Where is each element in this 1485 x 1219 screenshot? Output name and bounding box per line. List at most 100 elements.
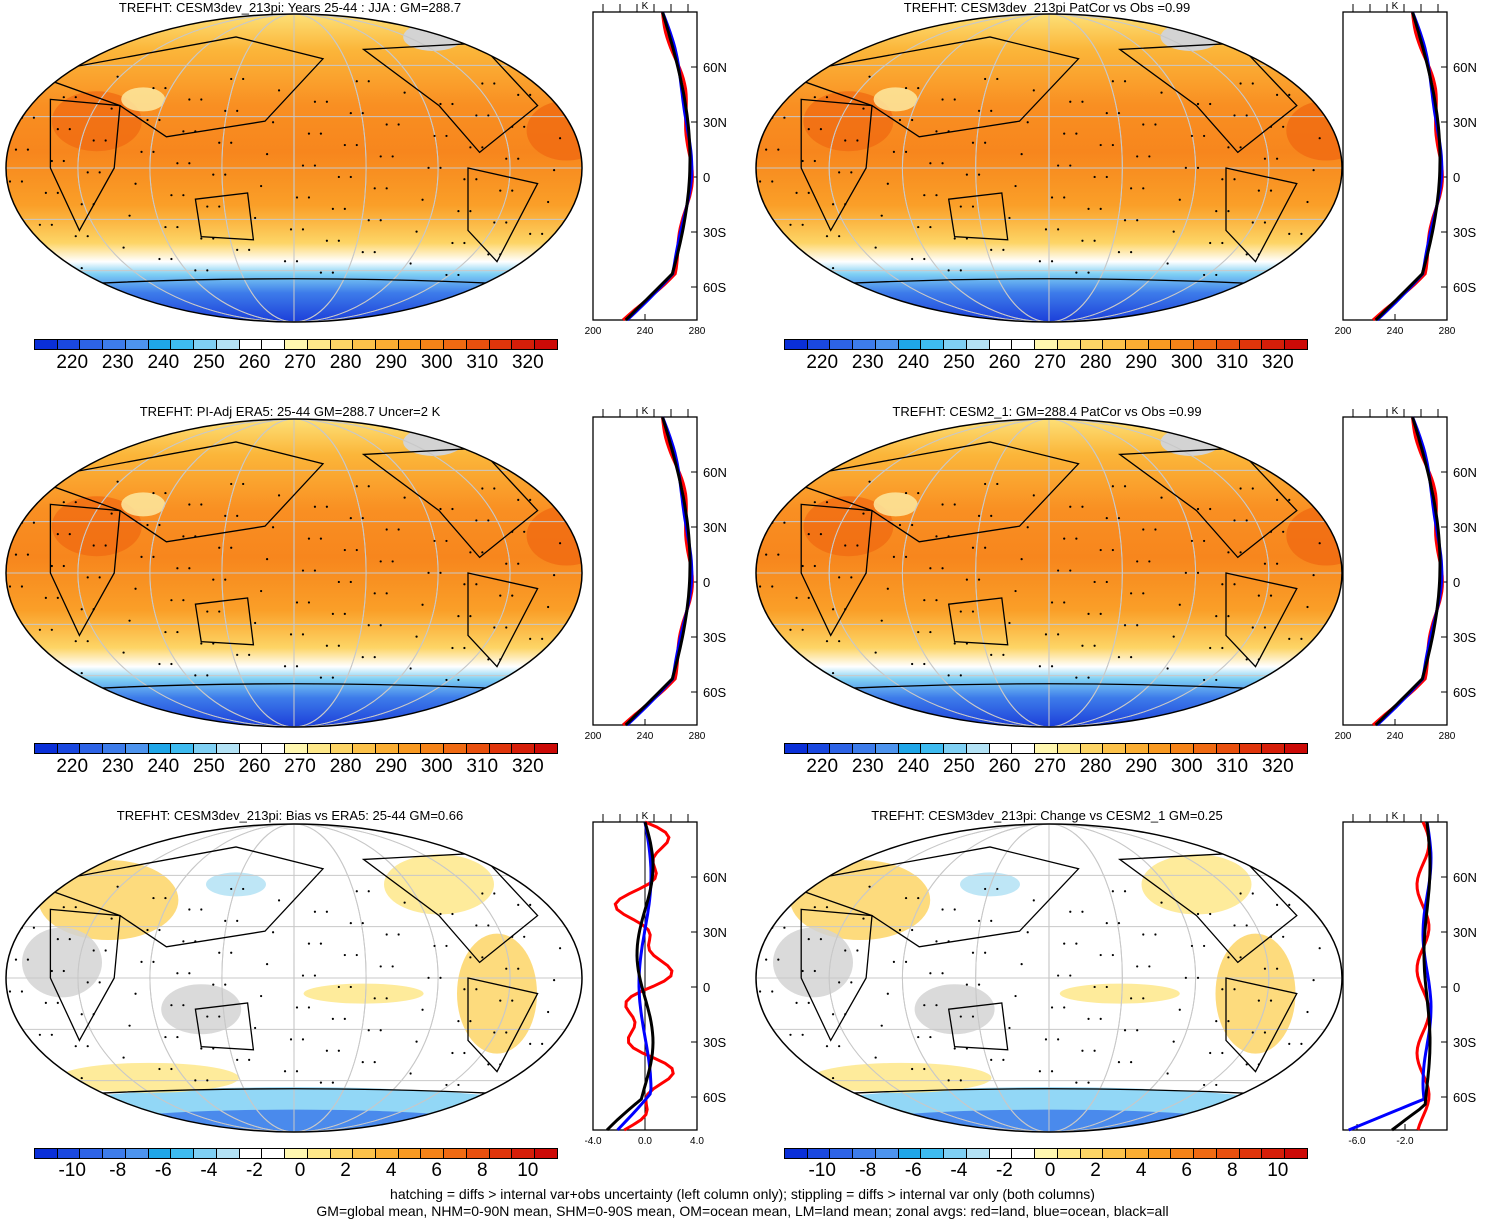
map-patcor-abs [754, 12, 1344, 324]
zonal-x-tick-label: 0.0 [638, 1136, 652, 1147]
colorbar-swatch [853, 744, 876, 753]
colorbar-swatch [944, 744, 967, 753]
colorbar-swatch [240, 340, 263, 349]
colorbar-swatch [126, 1149, 149, 1158]
colorbar-4 [784, 743, 1308, 754]
colorbar-1 [34, 339, 558, 350]
colorbar-5 [34, 1148, 558, 1159]
colorbar-swatch [967, 744, 990, 753]
colorbar-tick-label: 290 [1125, 756, 1157, 778]
colorbar-swatch [1035, 744, 1058, 753]
colorbar-swatch [1149, 340, 1172, 349]
colorbar-tick-label: 270 [284, 756, 316, 778]
colorbar-swatch [1194, 744, 1217, 753]
zonal-x-tick-label: 280 [1439, 326, 1456, 337]
zonal-x-tick-label: 200 [585, 731, 602, 742]
colorbar-swatch [353, 340, 376, 349]
colorbar-swatch [1081, 744, 1104, 753]
zonal-lat-label: 60N [1453, 870, 1477, 885]
colorbar-swatch [1058, 340, 1081, 349]
colorbar-tick-label: 220 [56, 756, 88, 778]
colorbar-tick-label: 310 [1216, 352, 1248, 374]
zonal-lat-label: 60S [703, 280, 726, 295]
map-model-abs [4, 12, 584, 324]
zonal-x-tick-label: 200 [1335, 731, 1352, 742]
zonal-lat-label: 60S [1453, 685, 1476, 700]
zonal-unit-label: K [642, 1, 649, 12]
colorbar-swatch [1103, 340, 1126, 349]
zonal-curve [1376, 417, 1440, 725]
colorbar-tick-label: 6 [431, 1160, 442, 1182]
colorbar-swatch [126, 340, 149, 349]
zonal-unit-label: K [642, 406, 649, 417]
colorbar-swatch [1171, 1149, 1194, 1158]
colorbar-swatch [1149, 744, 1172, 753]
colorbar-swatch [921, 340, 944, 349]
colorbar-tick-label: 8 [1227, 1160, 1238, 1182]
colorbar-tick-label: -4 [950, 1160, 967, 1182]
colorbar-swatch [512, 340, 535, 349]
colorbar-tick-label: 250 [193, 352, 225, 374]
zonal-x-tick-label: -4.0 [585, 1136, 602, 1147]
colorbar-6 [784, 1148, 1308, 1159]
colorbar-swatch [126, 744, 149, 753]
zonal-unit-label: K [1392, 811, 1399, 822]
colorbar-tick-label: 300 [1171, 352, 1203, 374]
colorbar-tick-label: 310 [1216, 756, 1248, 778]
colorbar-swatch [1262, 1149, 1285, 1158]
colorbar-swatch [1081, 340, 1104, 349]
colorbar-tick-label: 2 [340, 1160, 351, 1182]
colorbar-tick-label: 300 [1171, 756, 1203, 778]
colorbar-swatch [490, 744, 513, 753]
zonal-x-tick-label: 4.0 [690, 1136, 704, 1147]
colorbar-swatch [376, 1149, 399, 1158]
colorbar-swatch [1103, 744, 1126, 753]
colorbar-swatch [1217, 1149, 1240, 1158]
colorbar-swatch [399, 1149, 422, 1158]
colorbar-swatch [899, 1149, 922, 1158]
colorbar-swatch [149, 1149, 172, 1158]
colorbar-swatch [1240, 744, 1263, 753]
zonal-lat-label: 60N [703, 60, 727, 75]
colorbar-swatch [512, 744, 535, 753]
colorbar-swatch [830, 1149, 853, 1158]
colorbar-swatch [262, 340, 285, 349]
colorbar-tick-label: 2 [1090, 1160, 1101, 1182]
colorbar-swatch [1126, 1149, 1149, 1158]
colorbar-tick-label: 260 [239, 352, 271, 374]
zonal-lat-label: 60S [703, 1090, 726, 1105]
colorbar-swatch [967, 340, 990, 349]
colorbar-swatch [171, 744, 194, 753]
zonal-unit-label: K [642, 811, 649, 822]
colorbar-swatch [217, 744, 240, 753]
zonal-curve [626, 12, 690, 320]
colorbar-tick-label: 0 [1045, 1160, 1056, 1182]
zonal-x-tick-label: -2.0 [1396, 1136, 1414, 1147]
colorbar-swatch [1081, 1149, 1104, 1158]
colorbar-swatch [376, 744, 399, 753]
colorbar-swatch [331, 340, 354, 349]
colorbar-swatch [1171, 340, 1194, 349]
colorbar-swatch [1012, 1149, 1035, 1158]
colorbar-swatch [1171, 744, 1194, 753]
colorbar-swatch [80, 744, 103, 753]
colorbar-tick-label: 310 [466, 756, 498, 778]
colorbar-tick-label: 6 [1181, 1160, 1192, 1182]
colorbar-swatch [944, 340, 967, 349]
zonal-x-tick-label: 200 [1335, 326, 1352, 337]
zonal-lat-label: 30N [1453, 115, 1477, 130]
zonal-lat-label: 0 [703, 575, 710, 590]
zonal-lat-label: 30N [1453, 925, 1477, 940]
colorbar-swatch [990, 744, 1013, 753]
colorbar-tick-label: 220 [806, 756, 838, 778]
colorbar-tick-label: 240 [897, 352, 929, 374]
colorbar-tick-label: -4 [200, 1160, 217, 1182]
colorbar-swatch [535, 1149, 557, 1158]
colorbar-2 [784, 339, 1308, 350]
colorbar-swatch [876, 340, 899, 349]
colorbar-swatch [785, 744, 808, 753]
colorbar-tick-label: 8 [477, 1160, 488, 1182]
